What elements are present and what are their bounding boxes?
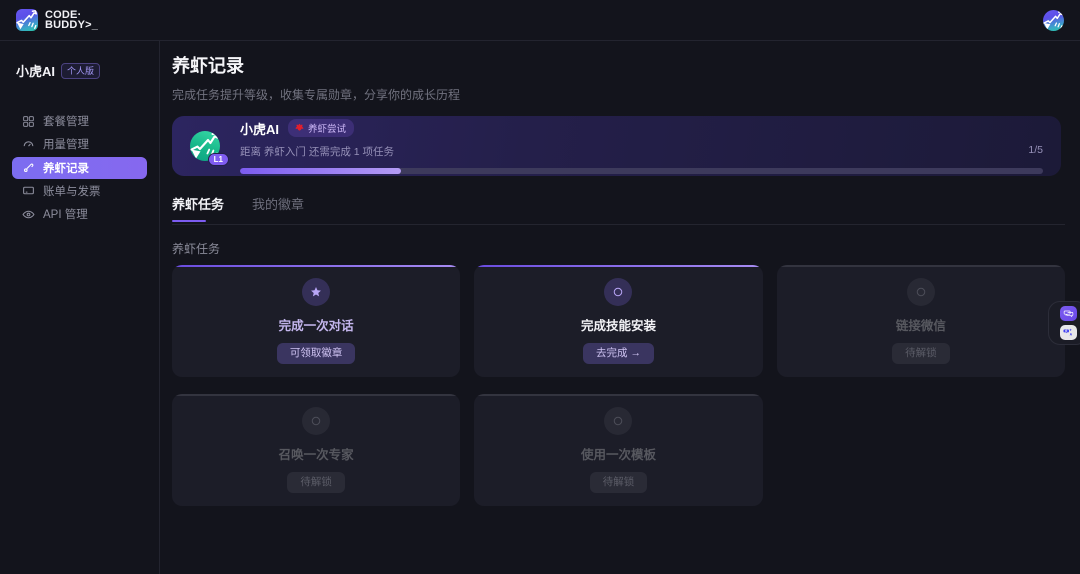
svg-text:文: 文 xyxy=(1063,329,1067,333)
svg-text:A: A xyxy=(1069,333,1072,337)
